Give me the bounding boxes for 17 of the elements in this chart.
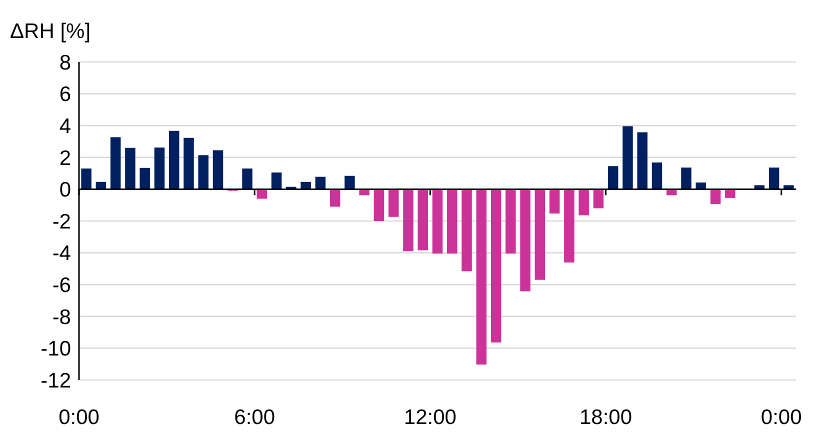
y-tick-label: -10 xyxy=(40,338,71,361)
x-tick-label: 0:00 xyxy=(58,406,100,429)
x-tick-label: 0:00 xyxy=(760,406,802,429)
y-tick-label: -4 xyxy=(52,242,72,266)
y-tick-label: 0 xyxy=(59,178,71,202)
y-tick-label: -12 xyxy=(40,369,71,392)
x-tick-label: 6:00 xyxy=(234,406,276,429)
y-tick-label: 8 xyxy=(59,51,71,74)
y-axis-title: ΔRH [%] xyxy=(10,20,91,43)
y-tick-label: 4 xyxy=(59,114,72,138)
y-tick-label: -6 xyxy=(52,274,71,297)
y-tick-label: -8 xyxy=(52,306,71,329)
y-tick-label: -2 xyxy=(52,210,71,234)
y-tick-label: 2 xyxy=(59,146,71,170)
x-tick-label: 12:00 xyxy=(404,406,456,429)
x-tick-label: 18:00 xyxy=(579,406,632,429)
y-tick-label: 6 xyxy=(59,83,71,106)
